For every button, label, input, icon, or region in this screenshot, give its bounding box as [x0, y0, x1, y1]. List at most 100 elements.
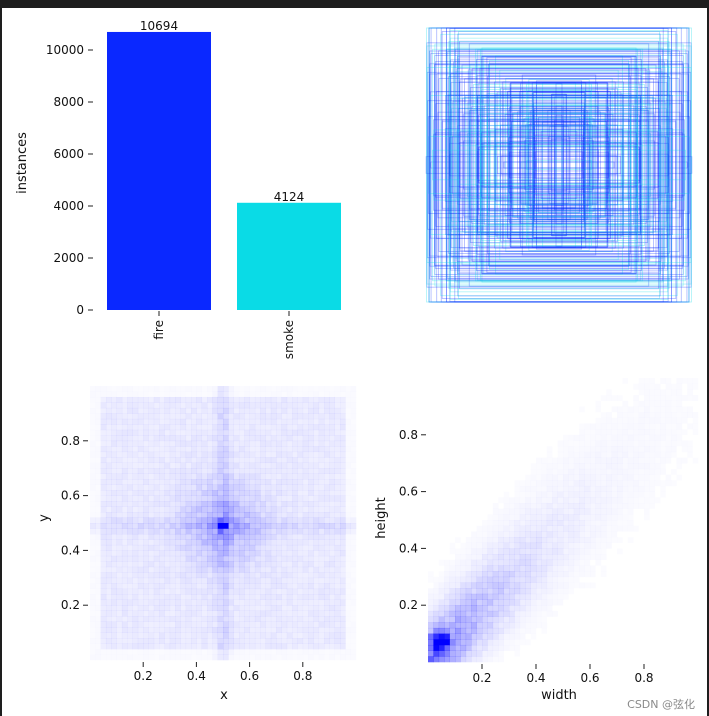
- heatmap-cell: [276, 649, 282, 655]
- heatmap-cell: [191, 407, 197, 414]
- heatmap-cell: [292, 418, 298, 425]
- heatmap-cell: [111, 655, 117, 661]
- heatmap-cell: [137, 440, 144, 447]
- heatmap-cell: [95, 627, 101, 633]
- heatmap-cell: [260, 632, 266, 639]
- heatmap-cell: [95, 578, 101, 584]
- heatmap-cell: [249, 418, 256, 425]
- heatmap-cell: [164, 550, 171, 557]
- box-outline: [495, 124, 623, 206]
- heatmap-cell: [509, 605, 515, 612]
- heatmap-cell: [622, 418, 628, 424]
- heatmap-cell: [228, 396, 234, 403]
- heatmap-cell: [100, 566, 107, 573]
- heatmap-cell: [127, 418, 133, 425]
- box-outline: [475, 143, 643, 187]
- heatmap-cell: [313, 490, 320, 496]
- heatmap-cell: [617, 497, 623, 503]
- heatmap-cell: [265, 402, 272, 409]
- heatmap-cell: [476, 644, 483, 651]
- heatmap-cell: [238, 616, 245, 622]
- heatmap-cell: [249, 490, 256, 496]
- heatmap-cell: [249, 451, 256, 458]
- heatmap-cell: [191, 451, 197, 458]
- heatmap-cell: [254, 407, 261, 414]
- heatmap-cell: [525, 497, 531, 503]
- heatmap-cell: [329, 649, 335, 655]
- heatmap-cell: [633, 446, 639, 452]
- heatmap-cell: [233, 484, 240, 491]
- heatmap-cell: [180, 599, 187, 606]
- heatmap-axes: 0.2 0.4 0.6 0.80.20.40.60.8: [61, 434, 312, 683]
- heatmap-cell: [552, 577, 558, 583]
- heatmap-cell: [217, 539, 224, 546]
- box-outline: [494, 94, 624, 236]
- heatmap-cell: [223, 517, 229, 524]
- box-outline: [448, 116, 670, 214]
- heatmap-cell: [308, 446, 314, 453]
- heatmap-cell: [313, 402, 320, 409]
- heatmap-cell: [90, 627, 96, 633]
- heatmap-cell: [212, 435, 218, 442]
- heatmap-cell: [536, 548, 542, 555]
- heatmap-cell: [100, 605, 107, 611]
- heatmap-cell: [212, 605, 218, 611]
- heatmap-cell: [345, 556, 351, 562]
- heatmap-cell: [302, 605, 309, 611]
- heatmap-cell: [100, 484, 107, 491]
- heatmap-cell: [201, 643, 208, 650]
- heatmap-cell: [159, 473, 165, 480]
- y-tick-label: 0: [76, 303, 84, 317]
- heatmap-cell: [308, 533, 314, 540]
- heatmap-cell: [111, 396, 117, 403]
- box-outline: [508, 119, 610, 211]
- heatmap-cell: [137, 462, 144, 469]
- heatmap-cell: [676, 418, 682, 424]
- heatmap-cell: [223, 462, 229, 469]
- heatmap-cell: [148, 523, 155, 529]
- heatmap-cell: [260, 594, 266, 601]
- heatmap-cell: [546, 531, 553, 538]
- box-outline: [481, 56, 637, 274]
- heatmap-cell: [351, 589, 357, 595]
- heatmap-cell: [270, 528, 277, 535]
- heatmap-cell: [153, 457, 160, 464]
- heatmap-cell: [175, 446, 181, 453]
- heatmap-cell: [175, 462, 181, 469]
- heatmap-cell: [233, 638, 240, 644]
- heatmap-cell: [318, 572, 325, 579]
- heatmap-cell: [148, 413, 155, 420]
- heatmap-cell: [334, 490, 341, 496]
- heatmap-cell: [687, 378, 693, 384]
- heatmap-cell: [482, 531, 488, 537]
- heatmap-cell: [308, 484, 314, 491]
- heatmap-cell: [292, 627, 298, 633]
- heatmap-cell: [568, 468, 575, 475]
- heatmap-cell: [579, 446, 585, 452]
- heatmap-cell: [132, 550, 139, 557]
- heatmap-cell: [191, 577, 197, 584]
- heatmap-cell: [487, 537, 494, 544]
- heatmap-cell: [492, 627, 499, 634]
- heatmap-cell: [574, 577, 580, 583]
- heatmap-cell: [254, 413, 261, 420]
- heatmap-cell: [233, 512, 240, 518]
- heatmap-cell: [276, 621, 282, 628]
- heatmap-cell: [159, 555, 165, 562]
- heatmap-cell: [100, 610, 107, 617]
- heatmap-cell: [297, 621, 304, 628]
- heatmap-cell: [153, 446, 160, 453]
- heatmap-cell: [606, 423, 612, 429]
- box-outline: [497, 155, 621, 175]
- heatmap-cell: [498, 656, 504, 662]
- heatmap-cell: [552, 582, 558, 588]
- heatmap-cell: [153, 451, 160, 458]
- heatmap-cell: [132, 533, 139, 540]
- heatmap-cell: [276, 655, 282, 661]
- heatmap-cell: [281, 561, 288, 568]
- heatmap-cell: [180, 490, 187, 496]
- heatmap-cell: [444, 639, 450, 646]
- figure: 10694 4124 0 2000 4000 6000 8000 10000 fire smo…: [2, 8, 707, 716]
- heatmap-cell: [297, 566, 304, 573]
- heatmap-cell: [196, 440, 203, 447]
